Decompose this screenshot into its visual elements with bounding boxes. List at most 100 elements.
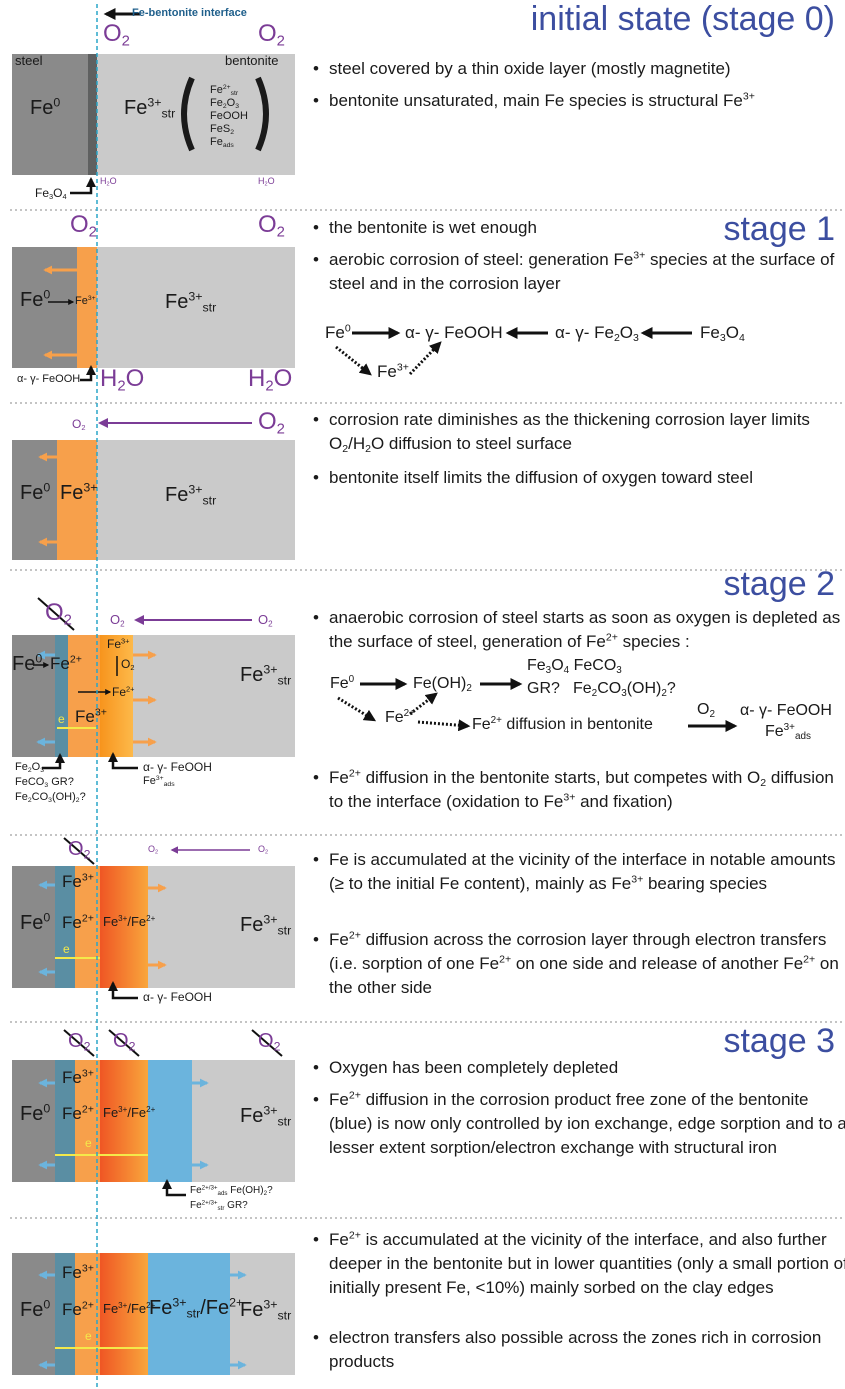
text-part: Fe <box>240 1105 264 1127</box>
label: O2 <box>113 1031 135 1053</box>
text-part: O <box>551 657 564 674</box>
label: Fe0 <box>12 651 43 674</box>
text-part: Fe <box>329 930 349 949</box>
text-part: (OH) <box>51 791 76 803</box>
text-part: ? <box>79 791 86 803</box>
label: e <box>58 712 65 726</box>
scheme-label: Fe2+ <box>385 709 415 726</box>
scheme-label: Fe3+ads <box>765 723 811 742</box>
text-part: 0 <box>53 95 61 110</box>
text-part: str <box>230 90 239 98</box>
text-part: 2+ <box>803 953 816 966</box>
text-part: 2 <box>265 378 274 395</box>
text-part: 3 <box>48 797 52 805</box>
label: e <box>85 1136 92 1150</box>
text-part: str <box>277 673 292 688</box>
label: Fe0 <box>20 1102 50 1124</box>
text-part: Fe <box>573 680 592 697</box>
text-part: 2 <box>130 663 135 673</box>
text-part: ads <box>217 1189 228 1197</box>
text-part: 3+ <box>172 1295 187 1310</box>
text-part: 2 <box>661 687 667 699</box>
text-part: 4 <box>563 664 570 676</box>
scheme-label: Fe0 <box>325 323 351 341</box>
text-part: 0 <box>43 480 51 495</box>
text-part: Fe <box>50 654 70 673</box>
text-part: CO <box>31 791 49 803</box>
text-part: O <box>110 612 121 627</box>
text-part: Fe <box>700 323 720 342</box>
text-part: 0 <box>35 651 43 666</box>
bullet: aerobic corrosion of steel: generation F… <box>313 248 845 296</box>
bullet: bentonite unsaturated, main Fe species i… <box>313 89 845 113</box>
label: FeS2 <box>210 123 234 136</box>
text-part: 3+ <box>118 1301 128 1311</box>
text-part: 2+ <box>348 929 361 942</box>
text-part: 3 <box>621 687 627 699</box>
text-part: 0 <box>43 1297 51 1312</box>
text-part: 3 <box>235 103 239 111</box>
text-part: 3+ <box>188 482 203 497</box>
interface-label: Fe-bentonite interface <box>132 7 247 19</box>
text-part: 3+ <box>87 294 96 302</box>
text-part: 2+ <box>126 684 135 694</box>
text-part: 0 <box>348 674 355 686</box>
text-part: Fe <box>165 291 189 313</box>
label: O2 <box>258 410 285 437</box>
label: Fe3+ <box>62 1068 94 1086</box>
text-part: 2 <box>81 423 86 433</box>
text-part: 3+ <box>263 1297 278 1312</box>
text-part: 2 <box>83 1039 91 1054</box>
text-part: corrosion rate diminishes as the thicken… <box>329 410 810 453</box>
text-part: 2 <box>117 378 126 395</box>
text-part: 2 <box>265 849 269 856</box>
text-part: /Fe <box>127 1301 147 1316</box>
label: α- γ- FeOOH <box>143 990 212 1004</box>
text-part: 2+ <box>222 83 231 91</box>
text-part: O <box>125 365 145 392</box>
text-part: 2 <box>273 1039 281 1054</box>
label: bentonite <box>225 53 279 68</box>
text-part: Fe <box>149 1297 173 1319</box>
text-part: 3+ <box>81 871 94 884</box>
label: Fe3+str <box>165 290 216 314</box>
text-part: 3+ <box>263 1103 278 1118</box>
bullet: Fe2+ diffusion in the corrosion product … <box>313 1088 845 1160</box>
text-part: O diffusion to steel surface <box>370 434 572 453</box>
text-part: Fe <box>240 1299 264 1321</box>
scheme-label: Fe3+ <box>377 362 409 380</box>
label: e <box>63 942 70 956</box>
text-part: Fe <box>20 912 44 934</box>
text-part: H <box>258 176 265 186</box>
scheme-label: O2 <box>697 702 715 720</box>
text-part: Fe <box>60 482 84 504</box>
label: Fe3+/Fe2+ <box>103 915 155 928</box>
text-part: /Fe <box>127 914 147 929</box>
text-part: Fe <box>329 768 349 787</box>
panel-2-shapes <box>12 418 295 560</box>
text-part: 3 <box>633 332 639 345</box>
text-part: O <box>725 323 739 342</box>
text-part: str <box>202 493 217 508</box>
text-part: str <box>277 1308 292 1323</box>
label: Fe0 <box>20 288 50 310</box>
text-part: Fe <box>330 675 349 692</box>
text-part: O <box>226 97 236 109</box>
text-part: and fixation) <box>575 792 673 811</box>
text-part: 2 <box>63 612 72 629</box>
text-part: 2 <box>709 708 715 720</box>
text-part: ads <box>163 781 175 789</box>
text-part: Fe is accumulated at the vicinity of the… <box>329 850 836 893</box>
label: Fe0 <box>30 95 61 118</box>
text-part: Fe <box>15 761 28 773</box>
text-part: FeS <box>210 123 231 135</box>
text-part: 2 <box>83 847 91 862</box>
text-part: 2 <box>466 682 472 694</box>
text-part: Fe <box>329 1090 349 1109</box>
text-part: ads <box>794 730 811 742</box>
label: H2O <box>100 177 117 188</box>
text-part: Fe <box>240 664 264 686</box>
bullet: the bentonite is wet enough <box>313 216 845 240</box>
bullet: Fe2+ diffusion in the bentonite starts, … <box>313 766 845 814</box>
text-part: ? <box>666 680 676 697</box>
